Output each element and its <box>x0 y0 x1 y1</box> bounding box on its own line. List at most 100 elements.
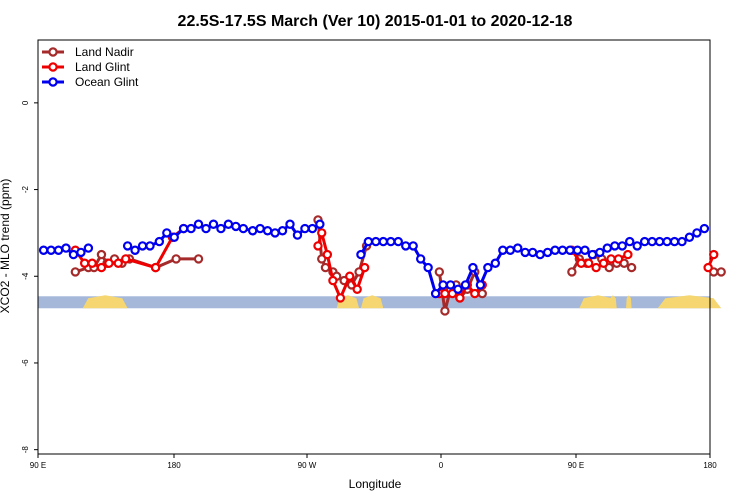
data-point <box>692 228 702 238</box>
x-tick-label: 180 <box>703 461 717 470</box>
legend-marker <box>48 77 58 87</box>
data-point <box>535 249 545 260</box>
data-point <box>255 223 265 234</box>
data-point <box>178 223 189 234</box>
data-point <box>595 247 605 258</box>
series-layer <box>38 215 726 316</box>
legend-label: Ocean Glint <box>75 75 139 89</box>
data-point <box>328 275 338 286</box>
legend-marker <box>48 47 58 57</box>
land-area-6 <box>657 295 722 309</box>
data-point <box>662 236 672 247</box>
data-point <box>440 306 450 316</box>
data-point <box>96 249 107 260</box>
data-point <box>625 236 635 247</box>
data-point <box>440 288 450 299</box>
data-point <box>623 249 633 260</box>
data-point <box>61 243 71 253</box>
data-point <box>483 262 493 273</box>
data-point <box>639 236 650 247</box>
data-point <box>317 228 327 238</box>
data-point <box>38 245 49 255</box>
data-point <box>378 236 389 247</box>
data-point <box>408 241 418 251</box>
data-point <box>434 267 445 277</box>
data-point <box>542 247 553 258</box>
legend-label: Land Glint <box>75 60 130 74</box>
data-point <box>576 258 586 268</box>
data-point <box>356 249 366 260</box>
y-axis: 0 -2 -4 -6 -8 <box>21 100 38 453</box>
data-point <box>572 245 583 255</box>
data-point <box>602 243 613 253</box>
data-point <box>393 236 403 247</box>
plot-frame <box>37 39 711 455</box>
data-point <box>352 284 362 294</box>
data-point <box>154 236 165 247</box>
x-axis: 90 E 180 90 W 0 90 E 180 <box>30 454 717 470</box>
data-point <box>580 245 590 255</box>
data-point <box>285 219 295 229</box>
data-point <box>70 267 81 277</box>
x-tick-label: 180 <box>167 461 181 470</box>
data-point <box>498 245 508 255</box>
data-point <box>632 241 642 251</box>
data-point <box>145 241 155 251</box>
data-point <box>567 267 577 277</box>
data-point <box>468 262 478 273</box>
data-point <box>83 243 94 253</box>
data-point <box>654 236 665 247</box>
x-tick-label: 0 <box>439 461 444 470</box>
data-point <box>445 280 456 290</box>
data-point <box>322 249 333 260</box>
y-tick-label: -6 <box>21 359 30 367</box>
data-point <box>335 293 346 303</box>
legend-marker <box>48 62 58 72</box>
data-point <box>307 223 318 234</box>
data-point <box>76 247 86 258</box>
data-point <box>247 226 258 236</box>
data-point <box>68 249 79 260</box>
data-point <box>262 226 273 236</box>
data-point <box>231 221 241 232</box>
data-point <box>208 219 219 229</box>
data-point <box>455 293 465 303</box>
y-tick-label: -8 <box>21 446 30 454</box>
data-point <box>169 232 179 242</box>
data-point <box>699 223 710 234</box>
data-point <box>438 280 448 290</box>
data-point <box>371 236 381 247</box>
x-tick-label: 90 W <box>298 461 317 470</box>
data-point <box>557 245 568 255</box>
data-point <box>401 241 411 251</box>
data-point <box>193 219 204 229</box>
data-point <box>53 245 64 255</box>
data-point <box>703 262 713 273</box>
data-point <box>470 288 480 299</box>
data-point <box>359 262 370 273</box>
data-point <box>193 254 204 264</box>
data-point <box>477 288 487 299</box>
data-point <box>610 241 620 251</box>
data-point <box>223 219 234 229</box>
data-point <box>363 236 374 247</box>
legend-label: Land Nadir <box>75 45 134 59</box>
data-point <box>415 254 426 264</box>
x-tick-label: 90 E <box>568 461 584 470</box>
data-point <box>490 258 501 268</box>
data-point <box>122 241 133 251</box>
chart-title: 22.5S-17.5S March (Ver 10) 2015-01-01 to… <box>178 13 573 30</box>
data-point <box>300 223 310 234</box>
data-point <box>277 226 288 236</box>
data-point <box>587 249 598 260</box>
data-point <box>137 241 148 251</box>
data-point <box>617 241 627 251</box>
data-point <box>527 247 538 258</box>
data-point <box>453 284 463 294</box>
data-point <box>162 228 172 238</box>
data-point <box>565 245 575 255</box>
y-tick-label: -2 <box>21 185 30 193</box>
data-point <box>270 228 280 238</box>
data-point <box>598 258 609 268</box>
